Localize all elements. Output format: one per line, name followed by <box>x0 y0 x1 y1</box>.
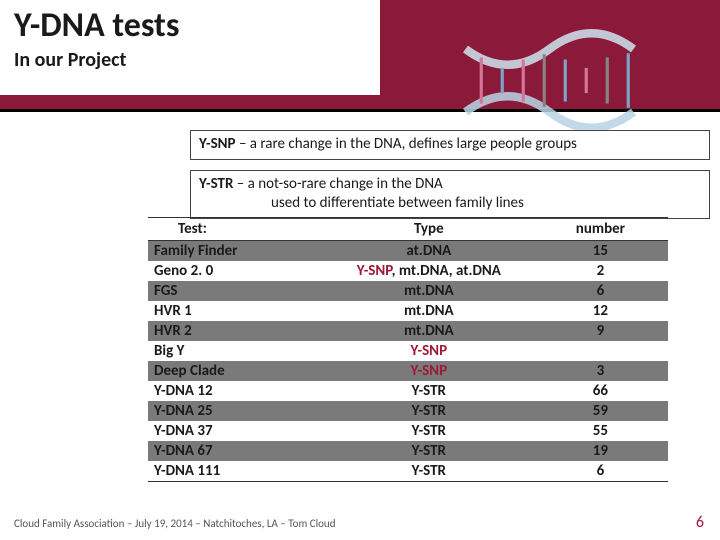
def-text: – a not-so-rare change in the DNA <box>233 175 442 193</box>
cell-test: HVR 2 <box>148 321 325 341</box>
cell-test: FGS <box>148 281 325 301</box>
cell-number: 55 <box>533 421 668 441</box>
table-row: Family Finderat.DNA15 <box>148 241 668 262</box>
table-row: Deep CladeY-SNP3 <box>148 361 668 381</box>
cell-type: Y-STR <box>325 401 533 421</box>
def-term: Y-STR <box>199 175 233 193</box>
cell-number: 6 <box>533 281 668 301</box>
cell-type: Y-SNP <box>325 361 533 381</box>
cell-test: Family Finder <box>148 241 325 262</box>
table-row: Y-DNA 25Y-STR59 <box>148 401 668 421</box>
def-term: Y-SNP <box>199 135 236 153</box>
table-row: Y-DNA 12Y-STR66 <box>148 381 668 401</box>
tests-table: Test: Type number Family Finderat.DNA15G… <box>148 217 668 481</box>
cell-test: Y-DNA 37 <box>148 421 325 441</box>
cell-type: Y-STR <box>325 441 533 461</box>
cell-number: 9 <box>533 321 668 341</box>
cell-type: mt.DNA <box>325 301 533 321</box>
cell-test: Y-DNA 25 <box>148 401 325 421</box>
cell-test: HVR 1 <box>148 301 325 321</box>
tests-tbody: Family Finderat.DNA15Geno 2. 0Y-SNP, mt.… <box>148 241 668 482</box>
footer-text: Cloud Family Association – July 19, 2014… <box>14 517 336 530</box>
cell-number: 12 <box>533 301 668 321</box>
table-row: HVR 2mt.DNA9 <box>148 321 668 341</box>
cell-test: Y-DNA 67 <box>148 441 325 461</box>
table-row: Big YY-SNP <box>148 341 668 361</box>
header-band: Y-DNA tests In our Project <box>0 0 720 112</box>
table-row: HVR 1mt.DNA12 <box>148 301 668 321</box>
cell-test: Big Y <box>148 341 325 361</box>
cell-type: mt.DNA <box>325 281 533 301</box>
cell-number: 19 <box>533 441 668 461</box>
col-type: Type <box>325 218 533 241</box>
col-number: number <box>533 218 668 241</box>
cell-number: 59 <box>533 401 668 421</box>
def-text: – a rare change in the DNA, defines larg… <box>236 135 577 153</box>
cell-number: 2 <box>533 261 668 281</box>
table-row: Y-DNA 67Y-STR19 <box>148 441 668 461</box>
page-subtitle: In our Project <box>14 48 366 72</box>
cell-type: Y-STR <box>325 381 533 401</box>
cell-test: Y-DNA 111 <box>148 461 325 481</box>
cell-type: Y-SNP, mt.DNA, at.DNA <box>325 261 533 281</box>
table-row: Y-DNA 111Y-STR6 <box>148 461 668 481</box>
cell-type: Y-STR <box>325 461 533 481</box>
table-row: Geno 2. 0Y-SNP, mt.DNA, at.DNA2 <box>148 261 668 281</box>
definition-ysnp: Y-SNP – a rare change in the DNA, define… <box>190 130 710 160</box>
cell-type: Y-SNP <box>325 341 533 361</box>
cell-type: at.DNA <box>325 241 533 262</box>
cell-test: Geno 2. 0 <box>148 261 325 281</box>
cell-number: 66 <box>533 381 668 401</box>
cell-test: Deep Clade <box>148 361 325 381</box>
definitions-block: Y-SNP – a rare change in the DNA, define… <box>190 130 710 229</box>
cell-number: 3 <box>533 361 668 381</box>
cell-number: 15 <box>533 241 668 262</box>
def-text-2: used to differentiate between family lin… <box>199 194 524 212</box>
cell-number <box>533 341 668 361</box>
page-number: 6 <box>696 513 704 532</box>
cell-type: Y-STR <box>325 421 533 441</box>
col-test: Test: <box>148 218 325 241</box>
table-row: Y-DNA 37Y-STR55 <box>148 421 668 441</box>
cell-type: mt.DNA <box>325 321 533 341</box>
cell-test: Y-DNA 12 <box>148 381 325 401</box>
tests-table-wrap: Test: Type number Family Finderat.DNA15G… <box>148 217 668 482</box>
cell-number: 6 <box>533 461 668 481</box>
header-inner: Y-DNA tests In our Project <box>0 0 380 95</box>
definition-ystr: Y-STR – a not-so-rare change in the DNA … <box>190 170 710 219</box>
table-row: FGSmt.DNA6 <box>148 281 668 301</box>
dna-helix-icon <box>455 28 665 133</box>
page-title: Y-DNA tests <box>14 8 366 44</box>
